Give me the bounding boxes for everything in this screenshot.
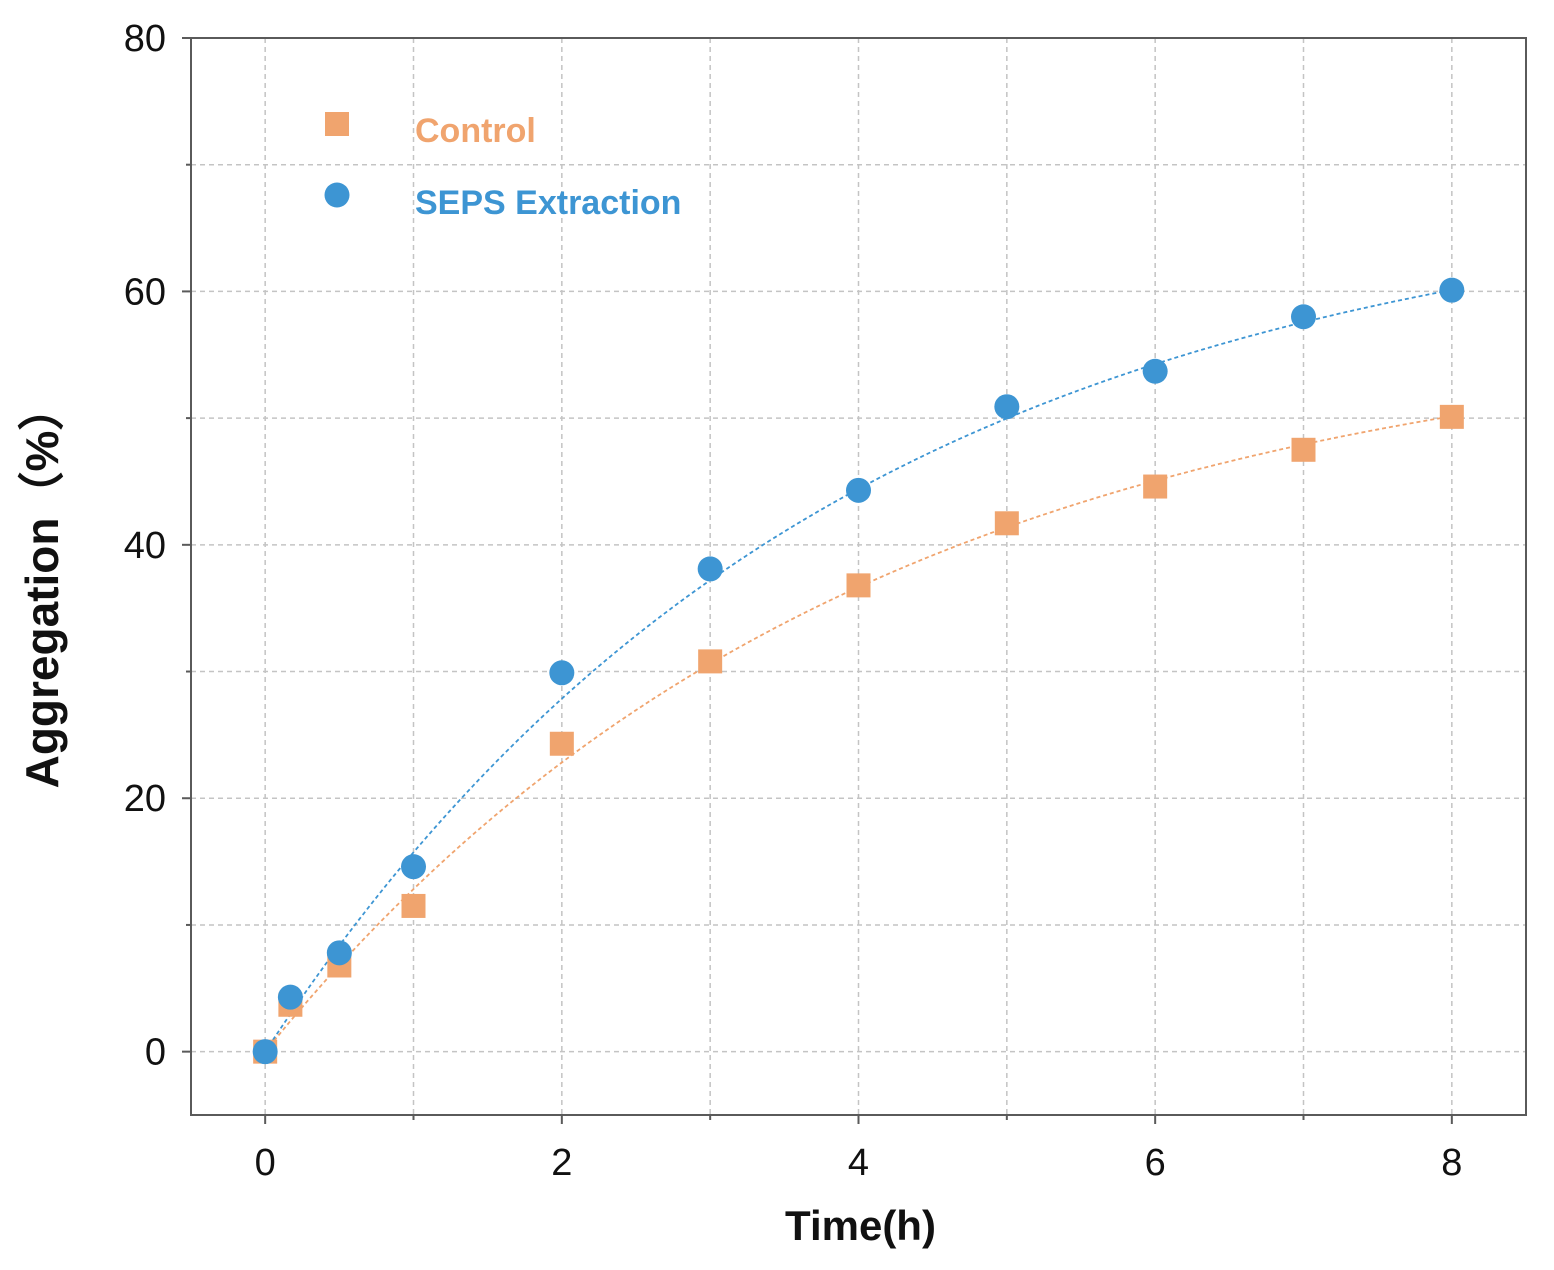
x-tick-label: 4 [848, 1142, 869, 1184]
seps-point [277, 984, 303, 1010]
control-point [549, 731, 574, 756]
y-tick-label: 40 [124, 525, 166, 567]
legend-square-icon [325, 112, 349, 136]
seps-point [549, 660, 575, 686]
grid-lines [191, 38, 1526, 1115]
seps-point [697, 556, 723, 582]
x-axis-title: Time(h) [785, 1202, 936, 1249]
seps-point [326, 940, 352, 966]
fit-curve [264, 415, 1452, 1053]
x-tick-label: 0 [255, 1142, 276, 1184]
control-point [846, 573, 871, 598]
y-tick-label: 0 [145, 1032, 166, 1074]
seps-point [401, 854, 426, 880]
control-point [1439, 404, 1464, 429]
control-point [1143, 474, 1168, 499]
seps-point [252, 1039, 278, 1065]
control-point [994, 511, 1019, 536]
data-points [252, 277, 1465, 1065]
legend-label: SEPS Extraction [415, 184, 681, 222]
x-tick-label: 6 [1145, 1142, 1166, 1184]
legend-label: Control [415, 112, 536, 150]
control-point [1291, 437, 1316, 462]
y-axis-title: Aggregation（%） [16, 385, 68, 789]
control-point [401, 893, 426, 918]
legend-circle-icon [324, 182, 350, 208]
seps-point [1439, 277, 1465, 303]
seps-point [846, 477, 871, 503]
control-point [698, 649, 723, 674]
x-tick-label: 8 [1441, 1142, 1462, 1184]
seps-point [1142, 358, 1168, 384]
y-tick-label: 80 [124, 18, 166, 60]
legend: Control SEPS Extraction [324, 112, 681, 222]
seps-point [1291, 304, 1316, 330]
x-tick-label: 2 [551, 1142, 572, 1184]
y-tick-label: 20 [124, 778, 166, 820]
seps-point [994, 394, 1020, 420]
y-tick-label: 60 [124, 271, 166, 313]
